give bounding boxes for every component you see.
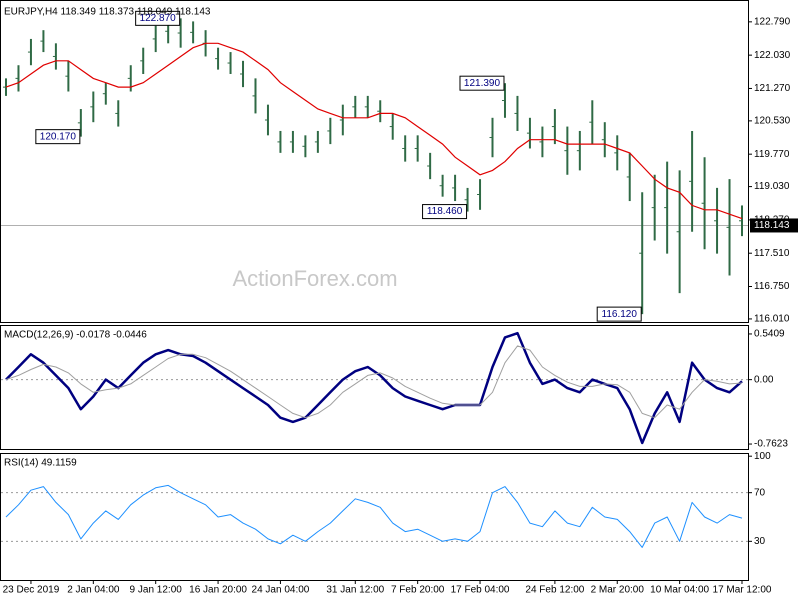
y-tick-label: 122.790 — [754, 16, 791, 27]
indicator-line — [5, 484, 743, 548]
x-tick-label: 23 Dec 2019 — [3, 585, 60, 596]
annotation-box — [459, 75, 505, 91]
y-tick-label: 100 — [754, 451, 771, 462]
x-tick-label: 24 Jan 04:00 — [252, 585, 310, 596]
x-tick-label: 31 Jan 12:00 — [326, 585, 384, 596]
last-price-label: 118.143 — [754, 220, 790, 231]
annotation-label: 120.170 — [40, 131, 77, 142]
annotation-box — [35, 129, 81, 145]
y-tick-label: 119.030 — [754, 181, 790, 192]
price-panel — [0, 0, 749, 323]
indicator-line — [5, 345, 743, 419]
moving-average — [5, 42, 743, 220]
y-tick-label: 120.530 — [754, 116, 791, 127]
x-tick-label: 17 Feb 04:00 — [451, 585, 510, 596]
annotation-box — [422, 204, 468, 220]
y-tick-label: 116.010 — [754, 314, 790, 325]
x-tick-label: 9 Jan 12:00 — [130, 585, 183, 596]
x-tick-label: 10 Mar 04:00 — [650, 585, 709, 596]
y-tick-label: 116.750 — [754, 281, 790, 292]
panel-title: RSI(14) 49.1159 — [4, 458, 77, 469]
y-tick-label: 119.770 — [754, 149, 790, 160]
y-tick-label: 0.00 — [754, 374, 774, 385]
x-tick-label: 7 Feb 20:00 — [391, 585, 445, 596]
panel-title: EURJPY,H4 118.349 118.373 118.049 118.14… — [4, 7, 211, 18]
annotation-box — [596, 306, 642, 322]
annotation-label: 118.460 — [427, 206, 463, 217]
x-tick-label: 17 Mar 12:00 — [713, 585, 772, 596]
x-tick-label: 2 Jan 04:00 — [67, 585, 120, 596]
last-price-box — [750, 218, 798, 233]
panel-title: MACD(12,26,9) -0.0178 -0.0446 — [4, 330, 147, 341]
y-tick-label: 121.270 — [754, 83, 791, 94]
y-tick-label: 0.5409 — [754, 329, 785, 340]
x-tick-label: 2 Mar 20:00 — [591, 585, 645, 596]
y-tick-label: 117.510 — [754, 248, 790, 259]
macd-panel — [0, 325, 749, 450]
annotation-label: 122.870 — [140, 13, 177, 24]
watermark: ActionForex.com — [232, 266, 397, 291]
indicator-line — [5, 331, 743, 445]
x-tick-label: 16 Jan 20:00 — [189, 585, 247, 596]
y-tick-label: 30 — [754, 536, 766, 547]
rsi-panel — [0, 453, 749, 581]
y-tick-label: 122.030 — [754, 50, 791, 61]
annotation-box — [135, 10, 181, 26]
x-tick-label: 24 Feb 12:00 — [525, 585, 584, 596]
annotation-label: 121.390 — [464, 78, 501, 89]
y-tick-label: 70 — [754, 487, 766, 498]
y-tick-label: -0.7623 — [754, 439, 788, 450]
annotation-label: 116.120 — [602, 309, 638, 320]
